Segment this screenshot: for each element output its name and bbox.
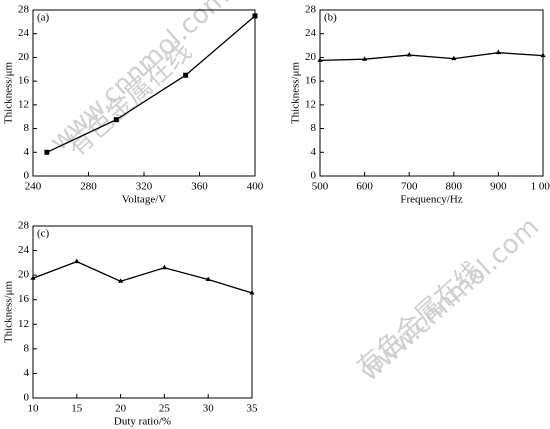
marker [495,49,501,55]
y-tick-label: 28 [18,220,30,232]
y-tick-label: 0 [24,170,30,182]
y-tick-label: 12 [18,98,29,110]
x-tick-label: 400 [247,181,264,193]
y-tick-label: 12 [305,98,316,110]
y-tick-label: 28 [305,4,317,16]
x-tick-label: 280 [80,181,97,193]
y-tick-label: 0 [311,170,317,182]
x-axis-label: Frequency/Hz [400,194,462,206]
y-tick-label: 16 [305,75,317,87]
y-tick-label: 12 [18,318,29,330]
panel-label: (a) [37,12,50,24]
marker [406,52,412,57]
panel-label: (b) [324,12,337,24]
x-tick-label: 700 [401,181,418,193]
x-tick-label: 35 [247,403,259,415]
x-axis-label: Duty ratio/% [114,416,171,428]
y-tick-label: 4 [24,367,30,379]
y-tick-label: 8 [24,122,30,134]
watermark-url: www.cnnmol.com [44,0,234,157]
x-axis-label: Voltage/V [122,194,166,206]
y-axis-label: Thickness/μm [290,62,302,125]
watermark-url: www.cnnmol.com [354,212,544,388]
x-tick-label: 30 [203,403,215,415]
y-tick-label: 20 [18,269,30,281]
y-tick-label: 20 [305,51,317,63]
y-tick-label: 0 [24,392,30,404]
plot-frame [319,9,544,177]
y-tick-label: 16 [18,293,30,305]
y-tick-label: 4 [311,146,317,158]
panel: 0 4 8 12 16 20 24 28 10 15 20 25 30 35 Duty ratio/% Thi… [3,220,258,428]
marker [30,275,36,280]
x-tick-label: 500 [312,181,329,193]
x-tick-label: 20 [115,403,127,415]
marker [161,264,167,270]
x-tick-label: 10 [28,403,40,415]
watermark: 有色金属在线 www.cnnmol.com 有色金属在线 www.cnnmol.… [44,0,544,387]
marker [317,57,323,62]
marker [44,149,50,155]
y-tick-label: 24 [18,244,30,256]
y-tick-label: 8 [311,122,317,134]
y-tick-label: 16 [18,75,30,87]
data-line [32,260,253,294]
marker [252,13,258,19]
panel-label: (c) [37,228,50,240]
y-axis-label: Thickness/μm [3,62,15,125]
y-axis-label: Thickness/μm [3,281,15,344]
marker [205,276,211,281]
panel: 0 4 8 12 16 20 24 28 240 280 320 360 400 Voltage/V Thi… [3,4,264,206]
data-line [46,15,256,153]
marker [113,117,119,123]
y-tick-label: 8 [24,342,30,354]
y-tick-label: 24 [305,27,317,39]
x-tick-label: 800 [446,181,463,193]
panel: 0 4 8 12 16 20 24 28 500 600 700 800 900 1 000 Frequen… [290,4,550,206]
x-tick-label: 360 [191,181,208,193]
marker [118,278,124,283]
y-tick-label: 4 [24,146,30,158]
marker [249,289,255,295]
marker [183,72,189,78]
x-tick-label: 600 [356,181,373,193]
x-tick-label: 240 [25,181,42,193]
data-line [319,52,544,62]
x-tick-label: 15 [71,403,83,415]
y-tick-label: 28 [18,4,30,16]
marker [451,55,457,61]
x-tick-label: 320 [136,181,153,193]
y-tick-label: 20 [18,51,30,63]
marker [362,56,368,61]
x-tick-label: 25 [159,403,171,415]
x-tick-label: 900 [490,181,507,193]
marker [74,258,80,264]
plot-frame [32,225,253,399]
x-tick-label: 1 000 [531,181,550,193]
y-tick-label: 24 [18,27,30,39]
marker [540,52,546,58]
